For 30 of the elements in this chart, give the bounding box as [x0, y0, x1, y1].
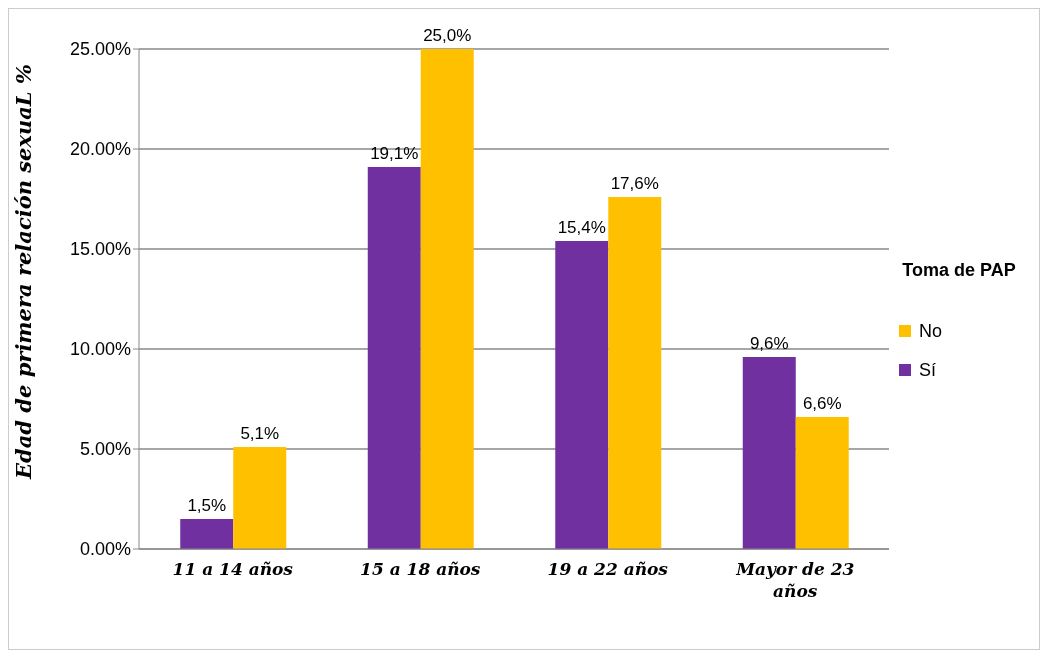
x-tick-label: 19 a 22 años [547, 559, 669, 579]
y-tick-label: 10.00% [69, 339, 131, 360]
y-tick-label: 0.00% [79, 539, 131, 560]
x-tick-label: 15 a 18 años [360, 559, 481, 579]
data-label: 15,4% [557, 218, 606, 237]
data-label: 6,6% [802, 394, 842, 413]
bar [742, 357, 796, 549]
y-tick-label: 25.00% [69, 39, 131, 60]
y-axis-title: Edad de primera relación sexuaL % [11, 64, 37, 480]
x-tick-label: Mayor de 23 años [735, 559, 855, 601]
data-label: 25,0% [423, 26, 472, 45]
legend-label: Sí [919, 359, 937, 381]
bar [367, 167, 421, 549]
bar [233, 447, 287, 549]
data-label: 9,6% [749, 334, 789, 353]
bar [608, 197, 662, 549]
y-tick-label: 5.00% [79, 439, 131, 460]
bar [795, 417, 849, 549]
bar [555, 241, 609, 549]
data-label: 17,6% [610, 174, 659, 193]
bar [180, 519, 234, 549]
data-label: 5,1% [240, 424, 280, 443]
y-tick-label: 15.00% [69, 239, 131, 260]
bar [420, 49, 474, 549]
data-label: 1,5% [187, 496, 227, 515]
legend-label: No [919, 320, 943, 342]
x-tick-label: 11 a 14 años [172, 559, 294, 579]
legend-title: Toma de PAP [901, 259, 1017, 281]
y-tick-label: 20.00% [69, 139, 131, 160]
data-label: 19,1% [370, 144, 419, 163]
